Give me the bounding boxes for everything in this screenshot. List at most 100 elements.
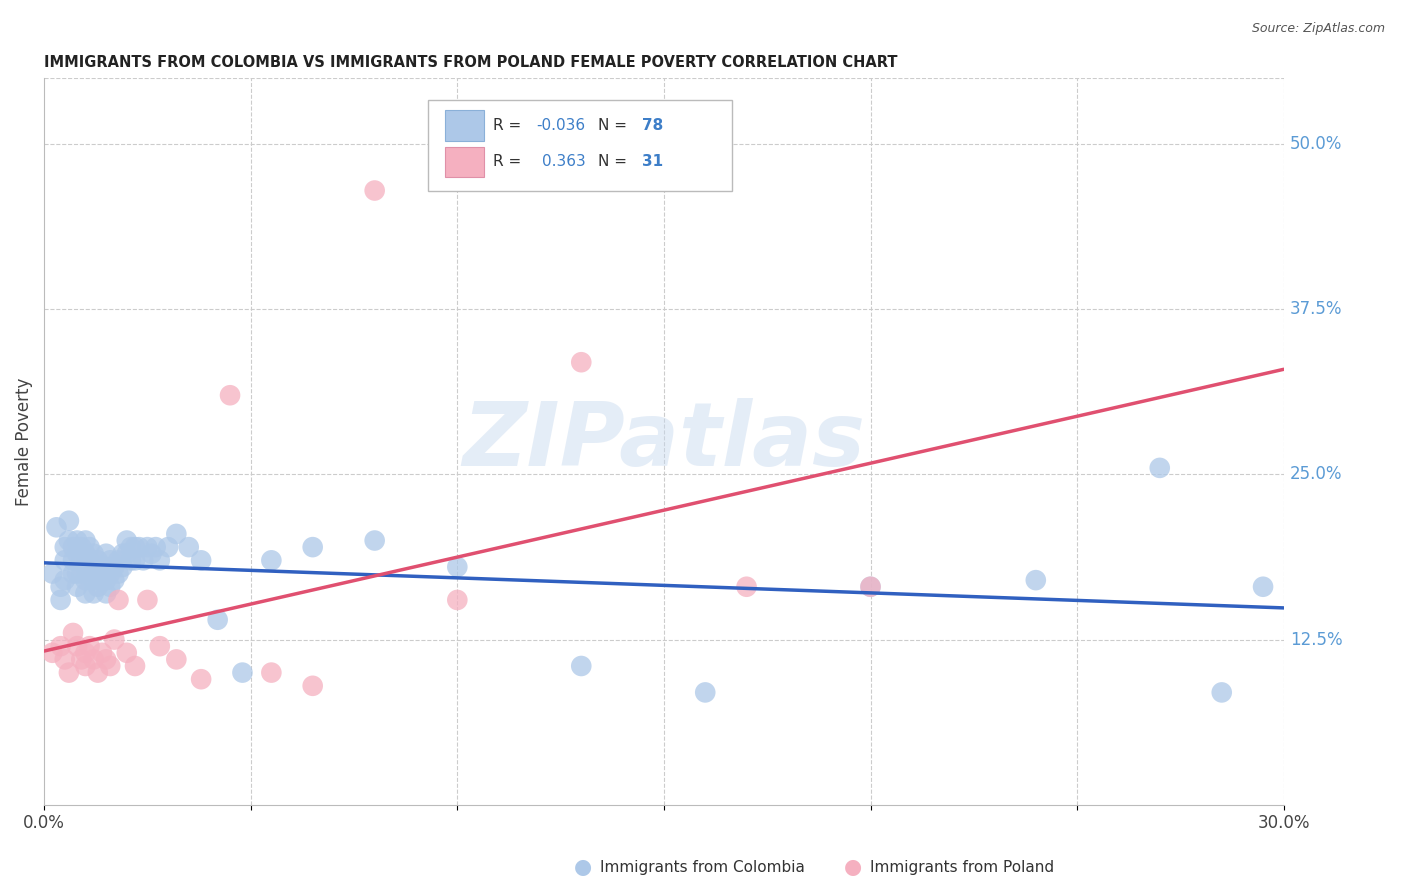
FancyBboxPatch shape [444,146,484,177]
Point [145,540,167,554]
Point [94,573,117,587]
Point [79,566,101,581]
Point [301,540,323,554]
Point [103,560,125,574]
Point [94,586,117,600]
Text: IMMIGRANTS FROM COLOMBIA VS IMMIGRANTS FROM POLAND FEMALE POVERTY CORRELATION CH: IMMIGRANTS FROM COLOMBIA VS IMMIGRANTS F… [44,55,897,70]
Point [124,659,146,673]
Point [70,652,93,666]
Point [53,540,76,554]
Point [149,553,172,567]
Point [120,540,142,554]
Point [94,547,117,561]
Text: -0.036: -0.036 [536,118,585,133]
Point [569,355,592,369]
Point [107,566,129,581]
Point [98,659,121,673]
Point [66,547,89,561]
Point [91,573,114,587]
Point [49,580,72,594]
Point [301,679,323,693]
Point [103,632,125,647]
Point [446,593,468,607]
Point [75,586,97,600]
Point [219,388,242,402]
Point [859,580,882,594]
Point [124,540,146,554]
Text: 0.363: 0.363 [543,154,586,169]
Point [87,566,110,581]
Point [75,533,97,548]
Point [66,533,89,548]
Text: ●: ● [845,857,862,877]
Point [157,540,180,554]
Point [79,639,101,653]
Text: 31: 31 [641,154,662,169]
Point [87,580,110,594]
Y-axis label: Female Poverty: Female Poverty [15,377,32,506]
Text: 50.0%: 50.0% [1289,136,1343,153]
Point [83,560,105,574]
Text: R =: R = [494,154,531,169]
Point [87,665,110,680]
Point [62,553,84,567]
Point [79,553,101,567]
Point [70,540,93,554]
Point [177,540,200,554]
Point [363,184,385,198]
Point [66,580,89,594]
Point [165,652,187,666]
Point [75,560,97,574]
Text: 37.5%: 37.5% [1289,301,1343,318]
Point [136,593,159,607]
Point [1251,580,1274,594]
Point [53,652,76,666]
Point [75,659,97,673]
Point [98,566,121,581]
Point [1025,573,1047,587]
Point [83,573,105,587]
Point [41,646,63,660]
Point [75,646,97,660]
Point [695,685,717,699]
Point [149,639,172,653]
Text: R =: R = [494,118,526,133]
Point [363,533,385,548]
Point [115,547,138,561]
Text: Source: ZipAtlas.com: Source: ZipAtlas.com [1251,22,1385,36]
Point [128,540,150,554]
Point [62,540,84,554]
Point [62,566,84,581]
Point [49,639,72,653]
Point [141,547,163,561]
Point [53,573,76,587]
Point [165,527,187,541]
Point [124,553,146,567]
Point [83,652,105,666]
Point [58,665,80,680]
FancyBboxPatch shape [429,100,733,191]
Point [103,573,125,587]
Point [446,560,468,574]
Text: 25.0%: 25.0% [1289,466,1343,483]
Point [136,540,159,554]
Point [107,553,129,567]
Point [58,514,80,528]
FancyBboxPatch shape [444,111,484,141]
Point [859,580,882,594]
Point [260,553,283,567]
Point [66,566,89,581]
Point [70,553,93,567]
Point [94,652,117,666]
Point [79,540,101,554]
Text: 12.5%: 12.5% [1289,631,1343,648]
Text: Immigrants from Poland: Immigrants from Poland [870,860,1054,874]
Point [49,593,72,607]
Point [98,553,121,567]
Point [98,580,121,594]
Text: 78: 78 [641,118,662,133]
Point [207,613,229,627]
Point [111,560,134,574]
Point [83,586,105,600]
Point [115,533,138,548]
